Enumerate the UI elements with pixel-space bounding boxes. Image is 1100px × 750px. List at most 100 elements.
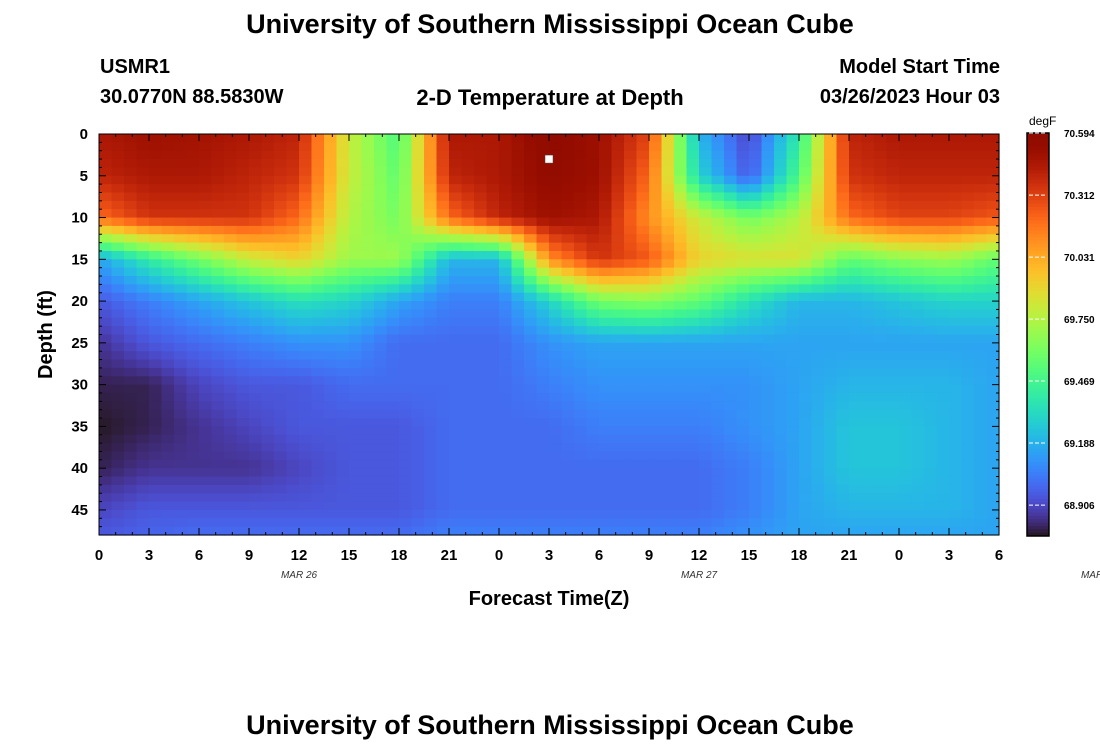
heatmap-cell [461,426,475,436]
heatmap-cell [374,443,388,453]
colorbar-step [1027,495,1049,500]
heatmap-cell [174,359,188,369]
heatmap-cell [961,459,975,469]
heatmap-cell [524,301,538,311]
heatmap-cell [786,409,800,419]
heatmap-cell [274,250,288,260]
heatmap-cell [411,342,425,352]
heatmap-cell [599,426,613,436]
heatmap-cell [636,309,650,319]
heatmap-cell [711,192,725,202]
heatmap-cell [886,292,900,302]
heatmap-cell [624,150,638,160]
heatmap-cell [861,192,875,202]
heatmap-cell [236,376,250,386]
heatmap-cell [611,484,625,494]
heatmap-cell [111,159,125,169]
heatmap-cell [711,401,725,411]
heatmap-cell [961,342,975,352]
heatmap-cell [436,468,450,478]
heatmap-cell [736,167,750,177]
colorbar-step [1027,213,1049,218]
heatmap-cell [261,259,275,269]
heatmap-cell [574,434,588,444]
heatmap-cell [899,167,913,177]
heatmap-cell [149,409,163,419]
heatmap-cell [961,301,975,311]
heatmap-cell [874,301,888,311]
heatmap-cell [211,351,225,361]
heatmap-cell [936,476,950,486]
heatmap-cell [661,451,675,461]
heatmap-cell [336,267,350,277]
colorbar-step [1027,310,1049,315]
heatmap-cell [386,276,400,285]
heatmap-cell [624,217,638,227]
colorbar-step [1027,257,1049,262]
heatmap-cell [586,225,600,235]
heatmap-cell [261,367,275,377]
heatmap-cell [699,159,713,169]
heatmap-cell [436,217,450,227]
heatmap-cell [699,459,713,469]
heatmap-cell [474,443,488,453]
heatmap-cell [261,459,275,469]
heatmap-cell [786,426,800,436]
heatmap-cell [799,376,813,386]
heatmap-cell [774,292,788,302]
heatmap-cell [449,518,463,528]
heatmap-cell [774,159,788,169]
heatmap-cell [686,250,700,260]
heatmap-cell [161,501,175,511]
heatmap-cell [124,309,138,319]
heatmap-cell [161,175,175,185]
heatmap-cell [549,418,563,427]
heatmap-cell [961,292,975,302]
heatmap-cell [661,426,675,436]
x-tick-label: 21 [841,547,858,564]
heatmap-cell [561,292,575,302]
colorbar-step [1027,502,1049,507]
heatmap-cell [549,309,563,319]
heatmap-cell [749,443,763,453]
heatmap-cell [836,493,850,503]
heatmap-cell [811,459,825,469]
heatmap-cell [174,276,188,285]
heatmap-cell [361,384,375,394]
heatmap-cell [811,426,825,436]
heatmap-cell [111,301,125,311]
heatmap-cell [299,284,313,294]
heatmap-cell [811,267,825,277]
heatmap-cell [849,250,863,260]
heatmap-cell [311,476,325,486]
heatmap-cell [461,451,475,461]
heatmap-cell [649,342,663,352]
heatmap-cell [449,317,463,327]
heatmap-cell [511,317,525,327]
heatmap-cell [724,426,738,436]
heatmap-cell [274,267,288,277]
heatmap-cell [561,392,575,402]
heatmap-cell [699,309,713,319]
heatmap-cell [449,342,463,352]
heatmap-cell [936,142,950,152]
heatmap-cell [286,376,300,386]
heatmap-cell [574,142,588,152]
heatmap-cell [986,159,1000,169]
heatmap-cell [324,175,338,185]
heatmap-cell [136,326,150,336]
heatmap-cell [949,317,963,327]
heatmap-cell [949,518,963,528]
heatmap-cell [599,209,613,219]
heatmap-cell [574,334,588,344]
heatmap-cell [986,250,1000,260]
heatmap-cell [499,526,513,536]
colorbar-step [1027,156,1049,161]
heatmap-cell [849,392,863,402]
heatmap-cell [324,192,338,202]
heatmap-cell [174,142,188,152]
colorbar-step [1027,153,1049,158]
heatmap-cell [549,192,563,202]
heatmap-cell [199,418,213,427]
heatmap-cell [824,526,838,536]
